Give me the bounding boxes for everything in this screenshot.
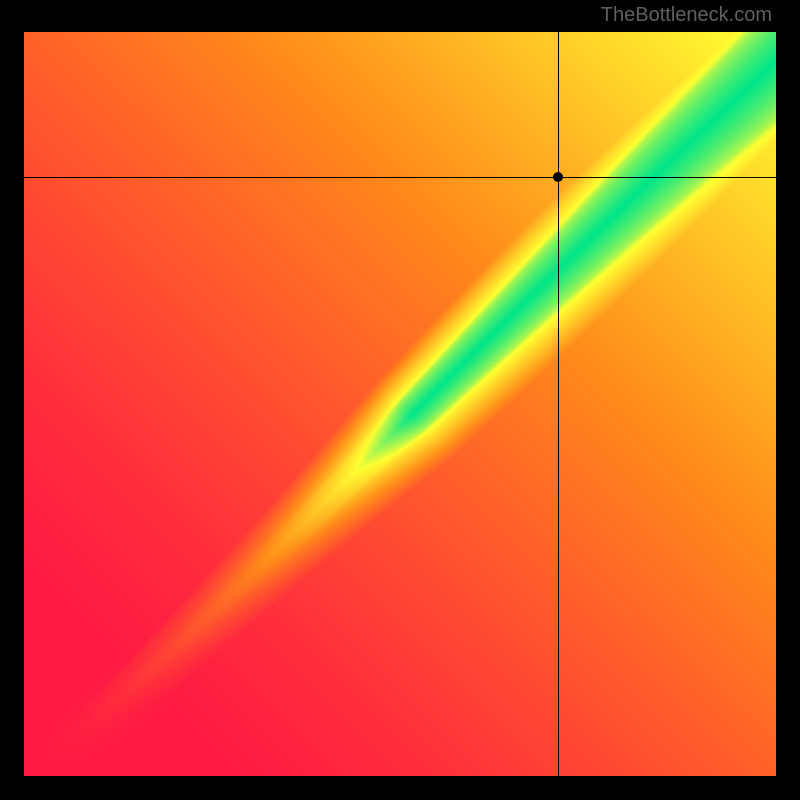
crosshair-vertical: [558, 32, 559, 776]
heatmap-canvas: [24, 32, 776, 776]
watermark-text: TheBottleneck.com: [601, 4, 772, 27]
crosshair-horizontal: [24, 177, 776, 178]
heatmap-plot: [24, 32, 776, 776]
crosshair-marker: [553, 172, 563, 182]
